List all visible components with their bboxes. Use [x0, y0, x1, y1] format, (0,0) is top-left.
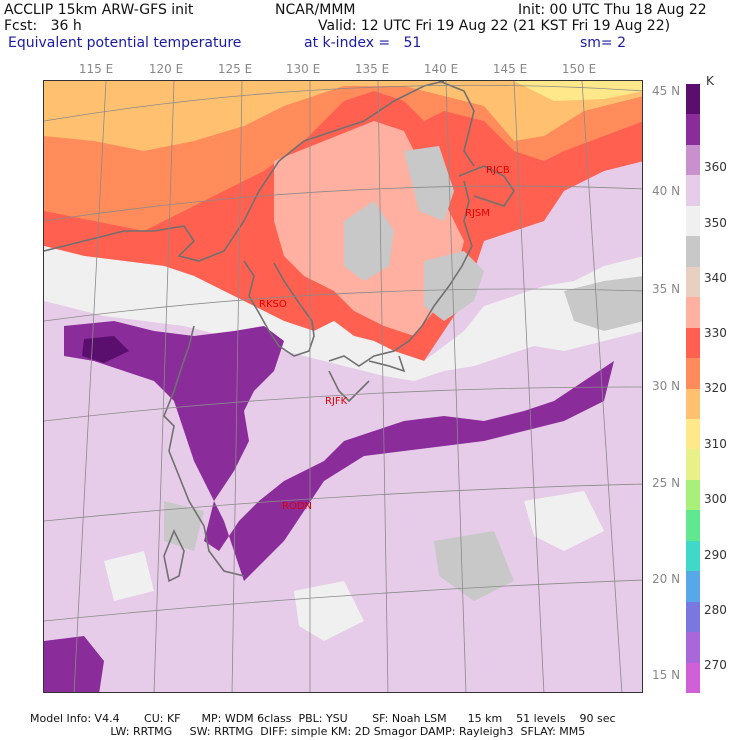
neutral-region: [104, 551, 154, 601]
latitude-label: 25 N: [652, 476, 681, 490]
colorbar-tick: 330: [704, 326, 727, 340]
colorbar-swatch: [686, 571, 700, 603]
longitude-label: 115 E: [78, 62, 114, 76]
colorbar-unit: K: [706, 74, 714, 88]
colorbar-swatch: [686, 510, 700, 542]
valid-time: Valid: 12 UTC Fri 19 Aug 22 (21 KST Fri …: [318, 18, 671, 34]
cool-region: [164, 501, 204, 551]
coastlines: [44, 81, 515, 583]
colorbar-tick: 340: [704, 271, 727, 285]
physics-info: LW: RRTMG SW: RRTMG DIFF: simple KM: 2D …: [30, 725, 586, 738]
colorbar-swatch: [686, 144, 700, 176]
neutral-region: [524, 491, 604, 551]
colorbar-tick: 310: [704, 437, 727, 451]
longitude-label: 135 E: [354, 62, 390, 76]
colorbar-swatch: [686, 662, 700, 694]
init-time: Init: 00 UTC Thu 18 Aug 22: [518, 2, 707, 18]
latitude-label: 45 N: [652, 84, 681, 98]
colorbar-tick: 300: [704, 492, 727, 506]
neutral-region: [44, 246, 642, 381]
colorbar-tick: 320: [704, 381, 727, 395]
station-label: RJCB: [486, 165, 510, 176]
warm-region: [44, 81, 642, 151]
cool-region: [434, 531, 514, 601]
cool-region: [344, 201, 394, 281]
colorbar-swatch: [686, 175, 700, 207]
colorbar-swatch: [686, 266, 700, 298]
colorbar-tick: 290: [704, 548, 727, 562]
model-title: ACCLIP 15km ARW-GFS init: [4, 2, 194, 18]
smoothing-label: sm= 2: [580, 35, 627, 51]
longitude-label: 140 E: [423, 62, 459, 76]
longitude-label: 120 E: [148, 62, 184, 76]
colorbar-tick: 280: [704, 603, 727, 617]
moist-region: [44, 636, 104, 692]
colorbar-swatch: [686, 358, 700, 389]
longitude-label: 150 E: [561, 62, 597, 76]
colorbar-swatch: [686, 297, 700, 329]
station-label: RKSO: [259, 299, 287, 310]
longitude-label: 125 E: [217, 62, 253, 76]
moist-region: [64, 321, 614, 581]
cool-region: [404, 146, 454, 221]
latitude-label: 35 N: [652, 282, 681, 296]
field-name: Equivalent potential temperature: [8, 35, 242, 51]
theta-e-map: RJCB RJSM RKSO RJFK RODN: [43, 80, 643, 693]
colorbar-swatch: [686, 388, 700, 420]
colorbar-tick: 360: [704, 160, 727, 174]
colorbar-swatch: [686, 327, 700, 359]
neutral-region: [294, 581, 364, 641]
colorbar-swatch: [686, 418, 700, 450]
cool-region: [564, 276, 642, 331]
colorbar-tick: 350: [704, 216, 727, 230]
station-label: RJFK: [325, 396, 348, 407]
colorbar-swatch: [686, 601, 700, 633]
latitude-label: 40 N: [652, 184, 681, 198]
colorbar-swatch: [686, 540, 700, 572]
graticule: [44, 81, 642, 692]
model-info: Model Info: V4.4 CU: KF MP: WDM 6class P…: [30, 712, 616, 725]
colorbar-swatch: [686, 84, 700, 115]
colorbar-swatch: [686, 479, 700, 511]
moist-core: [82, 336, 129, 363]
station-label: RODN: [282, 501, 312, 512]
level-label: at k-index = 51: [304, 35, 422, 51]
colorbar-swatch: [686, 114, 700, 146]
organization-label: NCAR/MMM: [275, 2, 356, 18]
station-label: RJSM: [465, 208, 490, 219]
forecast-hour: Fcst: 36 h: [4, 18, 82, 34]
latitude-label: 30 N: [652, 379, 681, 393]
colorbar-swatch: [686, 632, 700, 664]
latitude-label: 20 N: [652, 572, 681, 586]
cool-region: [424, 251, 484, 321]
map-canvas: RJCB RJSM RKSO RJFK RODN: [44, 81, 642, 692]
latitude-label: 15 N: [652, 668, 681, 682]
colorbar-swatch: [686, 236, 700, 268]
colorbar-swatch: [686, 205, 700, 237]
longitude-label: 145 E: [492, 62, 528, 76]
longitude-label: 130 E: [285, 62, 321, 76]
colorbar-swatch: [686, 449, 700, 481]
colorbar-tick: 270: [704, 658, 727, 672]
